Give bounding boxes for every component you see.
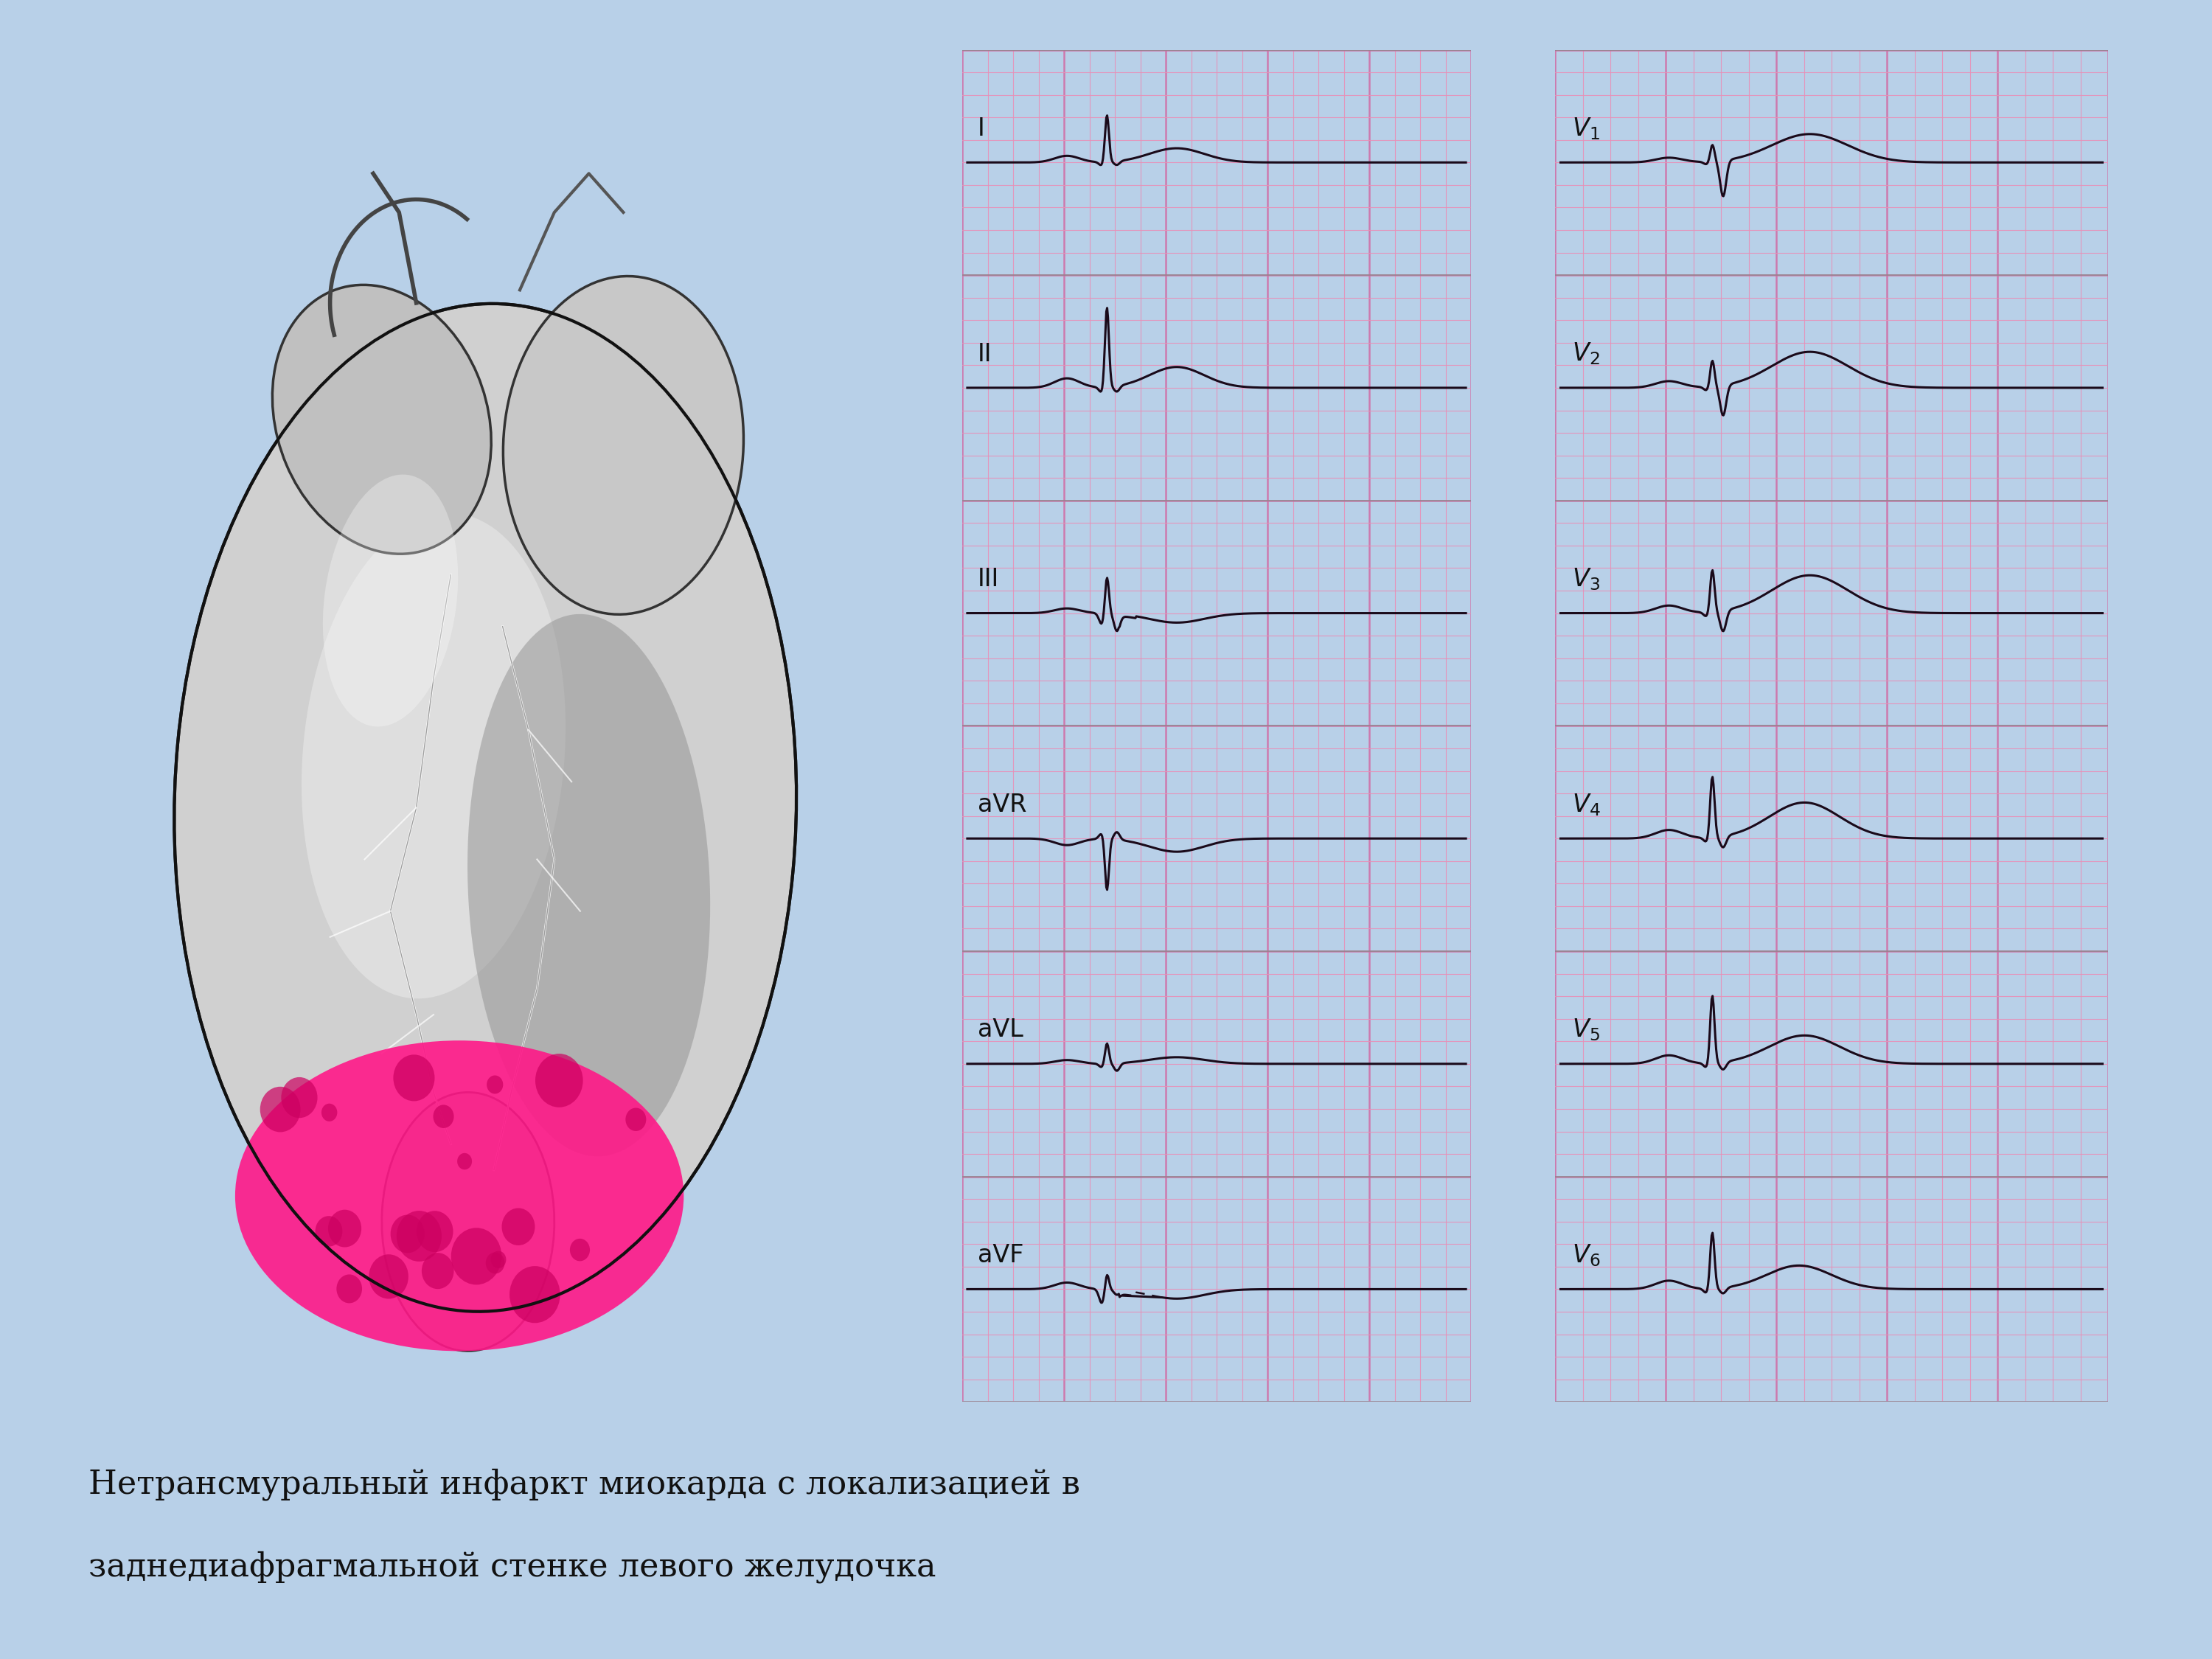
Text: заднедиафрагмальной стенке левого желудочка: заднедиафрагмальной стенке левого желудо… — [88, 1551, 936, 1583]
Text: V$_2$: V$_2$ — [1571, 342, 1599, 367]
Ellipse shape — [626, 1108, 646, 1131]
Ellipse shape — [281, 1077, 319, 1118]
Text: I: I — [978, 116, 984, 141]
Text: aVL: aVL — [978, 1019, 1022, 1042]
Text: V$_1$: V$_1$ — [1571, 116, 1599, 141]
Ellipse shape — [383, 1092, 555, 1350]
Text: II: II — [978, 342, 991, 367]
Ellipse shape — [327, 1209, 361, 1248]
Ellipse shape — [394, 1055, 434, 1102]
Ellipse shape — [234, 1040, 684, 1350]
Ellipse shape — [416, 1211, 453, 1253]
Text: V$_5$: V$_5$ — [1571, 1017, 1599, 1044]
Ellipse shape — [434, 1105, 453, 1128]
Ellipse shape — [396, 1211, 442, 1261]
Text: V$_4$: V$_4$ — [1571, 791, 1599, 818]
Ellipse shape — [487, 1075, 502, 1093]
Ellipse shape — [321, 1103, 336, 1121]
Ellipse shape — [571, 1239, 591, 1261]
Text: III: III — [978, 567, 1000, 592]
Text: aVF: aVF — [978, 1243, 1024, 1267]
Ellipse shape — [175, 304, 796, 1312]
Ellipse shape — [467, 614, 710, 1156]
Text: V$_3$: V$_3$ — [1571, 566, 1599, 592]
Ellipse shape — [422, 1253, 453, 1289]
Ellipse shape — [502, 1208, 535, 1246]
Ellipse shape — [509, 1266, 560, 1322]
Ellipse shape — [451, 1228, 502, 1284]
Ellipse shape — [491, 1251, 507, 1269]
Ellipse shape — [336, 1274, 363, 1304]
Text: Нетрансмуральный инфаркт миокарда с локализацией в: Нетрансмуральный инфаркт миокарда с лока… — [88, 1468, 1079, 1500]
Ellipse shape — [301, 513, 566, 999]
Ellipse shape — [261, 1087, 301, 1131]
Text: aVR: aVR — [978, 793, 1026, 816]
Ellipse shape — [487, 1253, 504, 1274]
Ellipse shape — [272, 285, 491, 554]
Ellipse shape — [392, 1214, 425, 1253]
Ellipse shape — [316, 1216, 343, 1246]
Ellipse shape — [323, 474, 458, 727]
Ellipse shape — [502, 275, 743, 614]
Ellipse shape — [458, 1153, 471, 1170]
Ellipse shape — [535, 1053, 584, 1107]
Ellipse shape — [369, 1254, 409, 1299]
Text: V$_6$: V$_6$ — [1571, 1243, 1599, 1267]
